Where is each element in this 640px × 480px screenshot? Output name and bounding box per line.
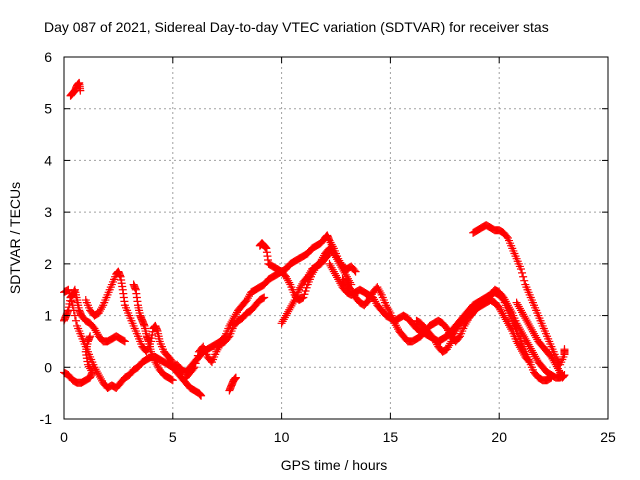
series-sat-m bbox=[338, 275, 534, 367]
data-point bbox=[68, 301, 77, 310]
data-point bbox=[64, 285, 73, 294]
series-sat-e bbox=[129, 280, 177, 385]
series-sat-k bbox=[277, 249, 334, 328]
y-tick-label: 4 bbox=[44, 152, 52, 168]
chart-title: Day 087 of 2021, Sidereal Day-to-day VTE… bbox=[44, 19, 549, 35]
series-sat-d bbox=[81, 267, 177, 367]
data-point bbox=[289, 297, 298, 306]
data-point bbox=[190, 363, 199, 372]
data-point bbox=[325, 249, 334, 258]
series-sat-i bbox=[225, 373, 240, 395]
y-tick-label: 2 bbox=[44, 256, 52, 272]
data-point bbox=[191, 359, 200, 368]
data-point bbox=[259, 294, 268, 303]
y-tick-label: 5 bbox=[44, 101, 52, 117]
data-point bbox=[350, 266, 359, 275]
y-tick-label: 0 bbox=[44, 359, 52, 375]
data-point bbox=[70, 311, 79, 320]
data-point bbox=[560, 371, 569, 380]
data-point bbox=[189, 364, 198, 373]
data-point bbox=[119, 336, 128, 345]
data-point bbox=[168, 376, 177, 385]
data-point bbox=[260, 293, 269, 302]
x-tick-label: 5 bbox=[169, 429, 177, 445]
series-sat-o bbox=[469, 221, 569, 369]
y-tick-label: 3 bbox=[44, 204, 52, 220]
data-point bbox=[351, 267, 360, 276]
grid bbox=[64, 57, 608, 419]
data-point bbox=[197, 391, 206, 400]
data-point bbox=[507, 325, 516, 334]
data-point bbox=[71, 316, 80, 325]
x-tick-label: 15 bbox=[383, 429, 399, 445]
data-point bbox=[525, 358, 534, 367]
data-point bbox=[86, 332, 95, 341]
data-point bbox=[120, 337, 129, 346]
data-point bbox=[67, 297, 76, 306]
y-axis-label: SDTVAR / TECUs bbox=[7, 182, 23, 294]
data-point bbox=[324, 250, 333, 259]
x-axis-label: GPS time / hours bbox=[281, 457, 388, 473]
series-sat-p bbox=[512, 298, 569, 382]
x-tick-label: 10 bbox=[274, 429, 290, 445]
series-sat-a bbox=[66, 78, 85, 100]
data-point bbox=[518, 268, 527, 277]
data-point bbox=[193, 351, 202, 360]
series-sat-h bbox=[181, 293, 269, 382]
data-point bbox=[167, 375, 176, 384]
axis-ticks bbox=[63, 56, 609, 420]
y-tick-label: -1 bbox=[40, 411, 53, 427]
data-point bbox=[285, 278, 294, 287]
data-point bbox=[231, 373, 240, 382]
data-point bbox=[519, 272, 528, 281]
data-point bbox=[69, 306, 78, 315]
data-point bbox=[385, 307, 394, 316]
data-point bbox=[76, 86, 85, 95]
y-tick-label: 1 bbox=[44, 308, 52, 324]
x-tick-label: 20 bbox=[491, 429, 507, 445]
data-point bbox=[85, 362, 94, 371]
data-point bbox=[524, 356, 533, 365]
data-point bbox=[66, 293, 75, 302]
data-point bbox=[167, 356, 176, 365]
data-point bbox=[65, 289, 74, 298]
data-point bbox=[376, 288, 385, 297]
data-point bbox=[507, 307, 516, 316]
x-tick-label: 25 bbox=[600, 429, 616, 445]
data-point bbox=[520, 276, 529, 285]
y-tick-label: 6 bbox=[44, 49, 52, 65]
data-point bbox=[516, 265, 525, 274]
data-marks bbox=[60, 78, 569, 400]
data-point bbox=[98, 303, 107, 312]
plot-frame bbox=[63, 56, 609, 420]
series-sat-f bbox=[60, 332, 97, 387]
data-point bbox=[560, 345, 569, 354]
series-sat-n bbox=[412, 285, 567, 382]
tick-labels: 0 5 10 15 20 25 -1 0 1 2 3 4 5 6 bbox=[40, 49, 616, 445]
series-sat-j bbox=[255, 239, 356, 305]
data-point bbox=[446, 339, 455, 348]
x-tick-label: 0 bbox=[60, 429, 68, 445]
data-point bbox=[192, 355, 201, 364]
